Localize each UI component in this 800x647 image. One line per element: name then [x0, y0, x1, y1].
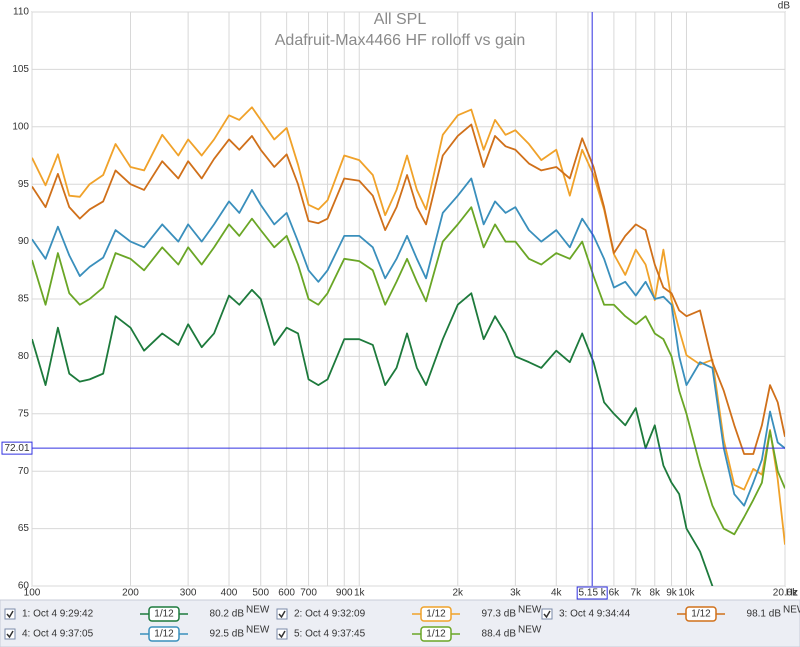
series-line	[32, 123, 785, 455]
legend-checkbox[interactable]	[276, 628, 288, 640]
y-tick-label: 105	[12, 64, 29, 75]
smoothing-button[interactable]: 1/12	[412, 606, 460, 622]
y-tick-label: 75	[18, 408, 30, 419]
legend-name: 1: Oct 4 9:29:42	[22, 609, 94, 620]
smoothing-box	[420, 626, 452, 642]
y-unit: dB	[778, 1, 791, 12]
legend-name: 4: Oct 4 9:37:05	[22, 629, 94, 640]
legend-level: 92.5 dB	[210, 629, 245, 640]
x-tick-label: 9k	[666, 588, 678, 599]
legend-checkbox[interactable]	[4, 628, 16, 640]
cursor-x-box	[576, 586, 608, 600]
legend-name: 3: Oct 4 9:34:44	[559, 609, 631, 620]
y-tick-label: 110	[13, 7, 29, 18]
x-tick-label: 7k	[631, 588, 643, 599]
y-tick-label: 80	[18, 351, 30, 362]
overlay: 72.01 5.15 k	[1, 12, 785, 600]
smoothing-button[interactable]: 1/12	[412, 626, 460, 642]
smoothing-label: 1/12	[154, 629, 174, 640]
checkbox-tick	[6, 610, 14, 619]
smoothing-box	[685, 606, 717, 622]
checkbox-box	[541, 608, 553, 620]
series-line	[32, 177, 785, 507]
x-tick-label: 4k	[551, 588, 563, 599]
y-tick-label: 100	[12, 121, 29, 132]
legend-level: 98.1 dB	[747, 609, 782, 620]
smoothing-button[interactable]: 1/12	[140, 626, 188, 642]
checkbox-tick	[278, 610, 286, 619]
legend-level: 80.2 dB	[210, 609, 245, 620]
checkbox-tick	[278, 630, 286, 639]
y-tick-label: 85	[18, 294, 30, 305]
checkbox-box	[276, 628, 288, 640]
x-tick-label: 100	[24, 588, 41, 599]
legend-badge: NEW	[246, 605, 270, 616]
legend-badge: NEW	[518, 605, 542, 616]
smoothing-label: 1/12	[426, 629, 446, 640]
x-tick-label: 1k	[354, 588, 366, 599]
smoothing-box	[420, 606, 452, 622]
legend-badge: NEW	[783, 605, 800, 616]
y-tick-label: 95	[18, 179, 30, 190]
checkbox-tick	[543, 610, 551, 619]
smoothing-label: 1/12	[691, 609, 711, 620]
legend: 1: Oct 4 9:29:42 1/12 80.2 dB NEW 2: Oct 4 9…	[4, 605, 800, 642]
legend-panel	[0, 599, 800, 647]
series-line	[32, 288, 714, 586]
smoothing-box	[148, 606, 180, 622]
legend-name: 5: Oct 4 9:37:45	[294, 629, 366, 640]
checkbox-box	[4, 608, 16, 620]
lines	[32, 106, 785, 586]
x-tick-label: 300	[180, 588, 197, 599]
y-tick-label: 90	[18, 236, 30, 247]
legend-badge: NEW	[246, 625, 270, 636]
legend-checkbox[interactable]	[276, 608, 288, 620]
x-tick-label: 20.0k	[773, 588, 798, 599]
smoothing-label: 1/12	[426, 609, 446, 620]
x-tick-label: 600	[278, 588, 295, 599]
series-line	[32, 106, 785, 545]
legend-badge: NEW	[518, 625, 542, 636]
x-tick-label: 900	[336, 588, 353, 599]
smoothing-button[interactable]: 1/12	[140, 606, 188, 622]
cursor-y-box	[1, 441, 33, 455]
y-tick-label: 60	[18, 581, 30, 592]
chart-title: All SPL	[374, 11, 427, 28]
series-line	[32, 206, 785, 536]
y-tick-label: 65	[18, 523, 30, 534]
legend-level: 88.4 dB	[482, 629, 517, 640]
legend-checkbox[interactable]	[4, 608, 16, 620]
y-tick-label: 70	[18, 466, 30, 477]
x-tick-label: 3k	[510, 588, 522, 599]
chart-subtitle: Adafruit-Max4466 HF rolloff vs gain	[275, 32, 525, 49]
x-tick-label: 400	[221, 588, 238, 599]
grid: 60 65 70 75 80 85 90 95 100 105 110 100 200 300 400 500…	[12, 7, 798, 599]
checkbox-box	[4, 628, 16, 640]
smoothing-button[interactable]: 1/12	[677, 606, 725, 622]
x-tick-label: 6k	[609, 588, 621, 599]
x-tick-label: 700	[300, 588, 317, 599]
x-tick-label: 500	[252, 588, 269, 599]
legend-level: 97.3 dB	[482, 609, 517, 620]
checkbox-box	[276, 608, 288, 620]
x-tick-label: 2k	[452, 588, 464, 599]
x-tick-label: 200	[122, 588, 139, 599]
x-tick-label: 10k	[678, 588, 695, 599]
x-unit: Hz	[786, 588, 798, 599]
smoothing-label: 1/12	[154, 609, 174, 620]
cursor-y-label: 72.01	[4, 443, 29, 454]
x-tick-label: 8k	[649, 588, 661, 599]
cursor-x-label: 5.15 k	[579, 588, 607, 599]
smoothing-box	[148, 626, 180, 642]
legend-checkbox[interactable]	[541, 608, 553, 620]
legend-name: 2: Oct 4 9:32:09	[294, 609, 366, 620]
checkbox-tick	[6, 630, 14, 639]
